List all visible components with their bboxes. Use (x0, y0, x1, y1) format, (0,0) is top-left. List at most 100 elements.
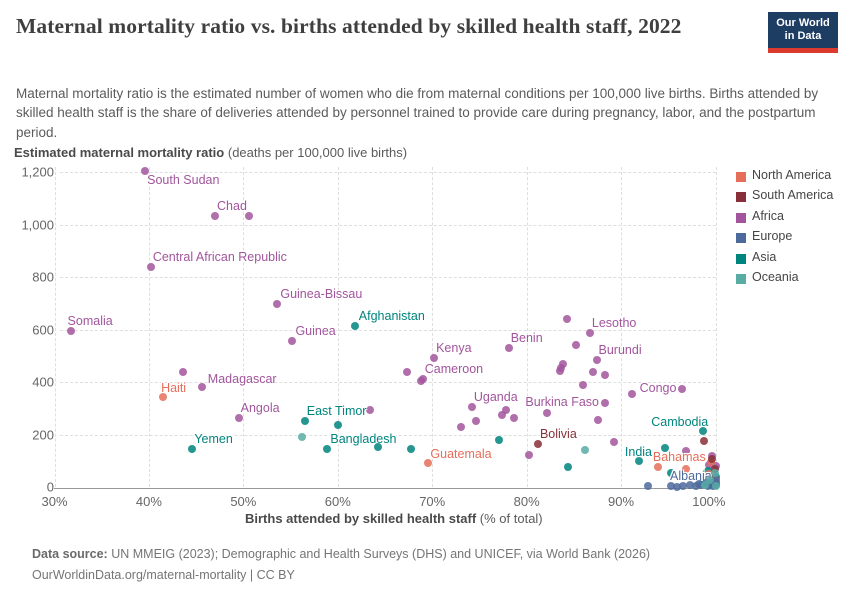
data-point[interactable] (609, 438, 618, 447)
data-point[interactable] (188, 444, 197, 453)
data-point[interactable] (211, 212, 220, 221)
data-point[interactable] (667, 482, 676, 491)
data-point-label[interactable]: Madagascar (207, 371, 277, 386)
data-point[interactable] (635, 457, 643, 465)
data-point[interactable] (679, 481, 688, 490)
data-point[interactable] (333, 421, 342, 430)
legend-swatch (736, 192, 746, 203)
data-point[interactable] (686, 480, 694, 489)
data-point-label[interactable]: East Timor (306, 403, 367, 418)
data-point[interactable] (430, 353, 439, 362)
data-point[interactable] (323, 444, 332, 453)
data-point[interactable] (146, 263, 155, 272)
data-point[interactable] (498, 410, 507, 419)
data-point[interactable] (581, 446, 590, 455)
data-point[interactable] (543, 408, 552, 417)
data-point-label[interactable]: Albania (670, 468, 712, 483)
data-point-label[interactable]: Afghanistan (358, 309, 425, 324)
data-point[interactable] (288, 337, 297, 346)
data-point-label[interactable]: Lesotho (591, 316, 637, 331)
data-point[interactable] (245, 212, 254, 221)
data-point-label[interactable]: India (624, 445, 652, 459)
data-point[interactable] (701, 480, 710, 489)
data-point[interactable] (592, 355, 601, 364)
data-point[interactable] (456, 423, 465, 432)
data-point[interactable] (653, 463, 662, 472)
data-point-label[interactable]: Burkina Faso (525, 394, 600, 409)
data-point[interactable] (510, 413, 519, 422)
data-point-label[interactable]: Burundi (598, 342, 642, 357)
data-point[interactable] (533, 439, 542, 448)
data-point[interactable] (350, 322, 359, 331)
data-point[interactable] (416, 376, 425, 385)
data-point-label[interactable]: Cameroon (424, 361, 484, 376)
data-point-label[interactable]: Central African Republic (152, 250, 287, 265)
gridline-vertical (54, 167, 56, 487)
data-point[interactable] (300, 416, 309, 425)
data-point-label[interactable]: Bahamas (652, 450, 706, 465)
data-point[interactable] (694, 479, 703, 488)
data-point-label[interactable]: Congo (639, 381, 677, 396)
data-point[interactable] (159, 392, 168, 401)
data-point[interactable] (579, 381, 588, 390)
data-point-label[interactable]: Kenya (436, 340, 472, 355)
data-point[interactable] (374, 442, 383, 451)
data-point[interactable] (705, 475, 714, 484)
data-point-label[interactable]: Bolivia (539, 426, 577, 441)
data-point[interactable] (711, 482, 720, 491)
data-point[interactable] (178, 368, 187, 377)
data-point[interactable] (700, 436, 709, 445)
data-point[interactable] (660, 443, 669, 452)
data-point[interactable] (197, 382, 206, 391)
data-point-label[interactable]: Chad (217, 199, 247, 214)
data-point[interactable] (571, 340, 580, 349)
data-point[interactable] (601, 370, 610, 379)
data-point[interactable] (707, 455, 716, 464)
data-point[interactable] (407, 445, 416, 454)
data-point[interactable] (402, 367, 411, 376)
data-point-label[interactable]: Somalia (67, 314, 113, 329)
data-point[interactable] (678, 385, 687, 394)
data-point[interactable] (594, 416, 603, 425)
data-point[interactable] (365, 406, 374, 415)
data-point[interactable] (682, 447, 691, 456)
data-point[interactable] (66, 327, 75, 336)
data-point-label[interactable]: Bangladesh (330, 431, 397, 446)
data-point-label[interactable]: South Sudan (147, 172, 220, 187)
data-point-label[interactable]: Haiti (161, 380, 187, 395)
license-line[interactable]: OurWorldinData.org/maternal-mortality | … (32, 568, 295, 582)
owid-logo[interactable]: Our World in Data (768, 12, 838, 53)
data-point[interactable] (495, 436, 504, 444)
data-point[interactable] (501, 406, 510, 415)
data-point-label[interactable]: Benin (510, 330, 543, 345)
data-point-label[interactable]: Yemen (194, 431, 233, 446)
data-point[interactable] (564, 463, 573, 472)
data-point[interactable] (667, 468, 676, 477)
data-point[interactable] (699, 427, 708, 436)
data-point-label[interactable]: Angola (240, 400, 280, 415)
data-point[interactable] (467, 403, 476, 412)
data-point[interactable] (628, 390, 637, 399)
data-point[interactable] (234, 413, 243, 422)
data-point[interactable] (585, 329, 594, 338)
data-point[interactable] (588, 368, 597, 377)
data-point[interactable] (601, 398, 610, 407)
data-point-label[interactable]: Cambodia (651, 415, 709, 430)
data-point[interactable] (297, 433, 306, 442)
data-point-label[interactable]: Guinea (295, 324, 336, 339)
data-point-label[interactable]: Uganda (473, 390, 518, 405)
data-point[interactable] (563, 315, 572, 323)
data-point[interactable] (141, 166, 150, 175)
data-point-label[interactable]: Guatemala (430, 447, 492, 462)
data-point[interactable] (504, 343, 513, 352)
data-point[interactable] (555, 366, 564, 375)
data-point[interactable] (471, 417, 480, 426)
data-point[interactable] (424, 459, 433, 468)
data-point[interactable] (710, 468, 719, 477)
data-point[interactable] (273, 299, 282, 308)
data-point[interactable] (644, 481, 653, 490)
data-point[interactable] (525, 450, 534, 459)
data-point[interactable] (672, 482, 681, 491)
data-point[interactable] (682, 465, 691, 474)
data-point-label[interactable]: Guinea-Bissau (280, 286, 363, 301)
